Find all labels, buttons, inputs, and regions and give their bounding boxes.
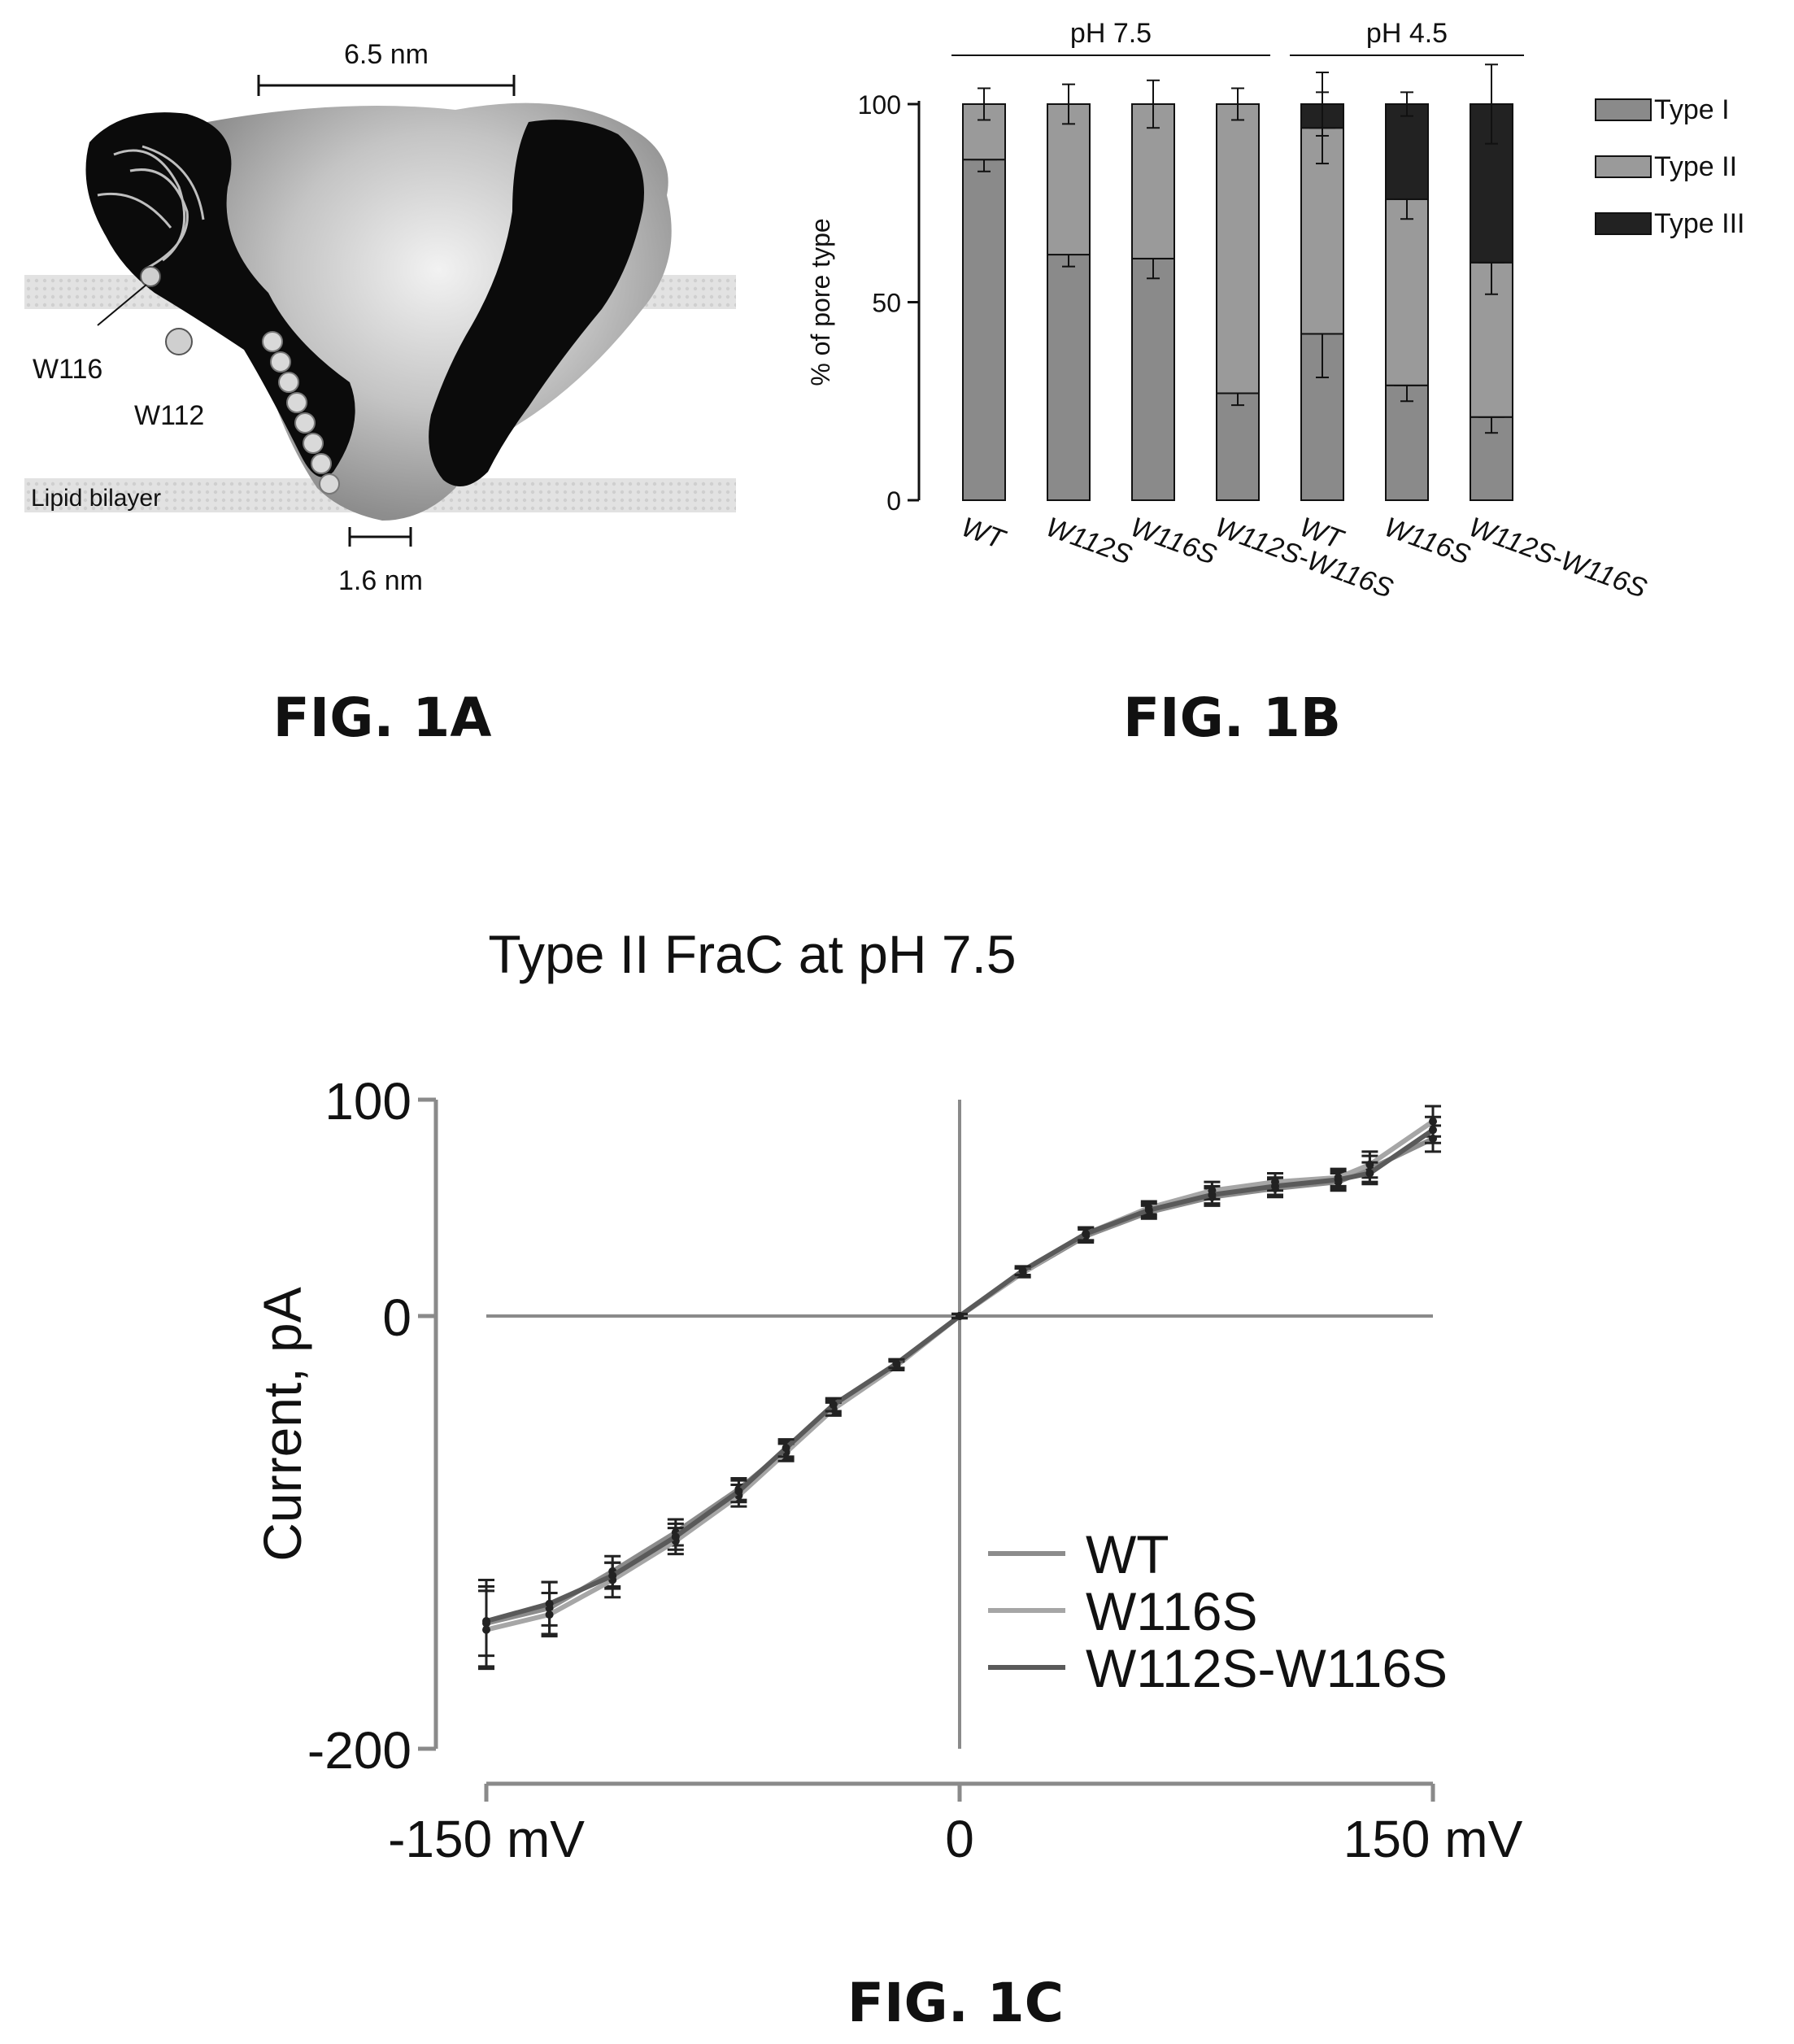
data-point-w112s-w116s [956,1312,964,1320]
y-tick-label: 0 [886,486,901,516]
scale-label-bottom: 1.6 nm [338,565,423,596]
data-point-w112s-w116s [671,1532,680,1541]
x-tick-label: W116S [1126,512,1221,571]
bar-type-i [1047,254,1091,501]
data-point-w112s-w116s [1334,1175,1343,1184]
legend-swatch-type-ii [1595,155,1652,178]
data-point-w112s-w116s [608,1571,617,1580]
x-tick-label: W112S [1042,512,1136,571]
x-tick-label: WT [957,512,1010,556]
fig-1c-chart: Type II FraC at pH 7.5 100 0 -200 Current, p… [252,924,1523,1868]
bar-type-ii [1216,103,1260,394]
w112-residue [165,328,193,355]
bar-type-i [962,159,1006,501]
bar-type-iii [1385,103,1429,200]
data-point-w112s-w116s [782,1444,790,1453]
bar-type-i [1216,392,1260,502]
data-point-w112s-w116s [829,1401,838,1410]
caption-fig-1a: FIG. 1A [273,686,492,749]
bar-type-ii [1385,198,1429,386]
x-tick-label: -150 mV [388,1810,585,1868]
w116-residue [140,266,161,287]
legend-label-type-i: Type I [1654,94,1730,125]
legend-label-w116s: W116S [1086,1581,1258,1641]
bar-type-ii [1131,103,1175,259]
y-tick-label: 100 [324,1072,411,1131]
data-point-w112s-w116s [892,1359,901,1368]
y-tick-label: 50 [872,289,901,318]
helix-ribbon [262,331,340,495]
y-tick-label: 100 [858,90,901,120]
group-label: pH 4.5 [1366,18,1448,49]
x-tick-label: W112S-W116S [1465,512,1651,604]
protomer-right [429,120,644,486]
data-point-w112s-w116s [1082,1229,1091,1238]
label-w116: W116 [33,354,102,385]
data-point-w112s-w116s [1271,1182,1279,1191]
data-point-w112s-w116s [482,1617,490,1626]
beta-sheet-ribbon [97,145,205,270]
data-point-w112s-w116s [1144,1205,1153,1214]
label-w112: W112 [134,400,204,431]
y-axis-label: % of pore type [806,218,835,386]
caption-fig-1b: FIG. 1B [1123,686,1341,749]
w116-pointer [97,284,147,326]
fig-1a-structure-panel: 6.5 nm 1.6 nm W116 W112 Lipid bilayer [24,39,736,596]
y-tick-label: -200 [307,1721,411,1780]
legend-label-type-ii: Type II [1654,151,1737,182]
legend-swatch-type-i [1595,98,1652,121]
data-point-w112s-w116s [545,1599,554,1608]
y-tick-label: 0 [382,1288,411,1347]
label-lipid-bilayer: Lipid bilayer [31,485,161,512]
legend-label-w112s-w116s: W112S-W116S [1086,1638,1448,1698]
group-label: pH 7.5 [1070,18,1152,49]
data-point-w112s-w116s [1365,1169,1374,1178]
data-point-w112s-w116s [1018,1266,1027,1275]
bar-type-i [1385,384,1429,501]
data-point-w112s-w116s [1429,1126,1437,1135]
bar-type-ii [1047,103,1091,256]
scale-label-top: 6.5 nm [344,39,429,70]
bar-type-i [1131,257,1175,501]
x-tick-label: W116S [1380,512,1474,571]
legend-label-wt: WT [1086,1524,1169,1584]
data-point-w112s-w116s [734,1487,743,1496]
x-tick-label: 150 mV [1343,1810,1523,1868]
legend-swatch-type-iii [1595,212,1652,235]
data-point-w112s-w116s [1208,1191,1217,1200]
y-axis-label: Current, pA [252,1287,312,1561]
caption-fig-1c: FIG. 1C [847,1972,1064,2034]
chart-title: Type II FraC at pH 7.5 [488,924,1016,984]
x-tick-label: 0 [945,1810,974,1868]
legend-label-type-iii: Type III [1654,208,1745,239]
